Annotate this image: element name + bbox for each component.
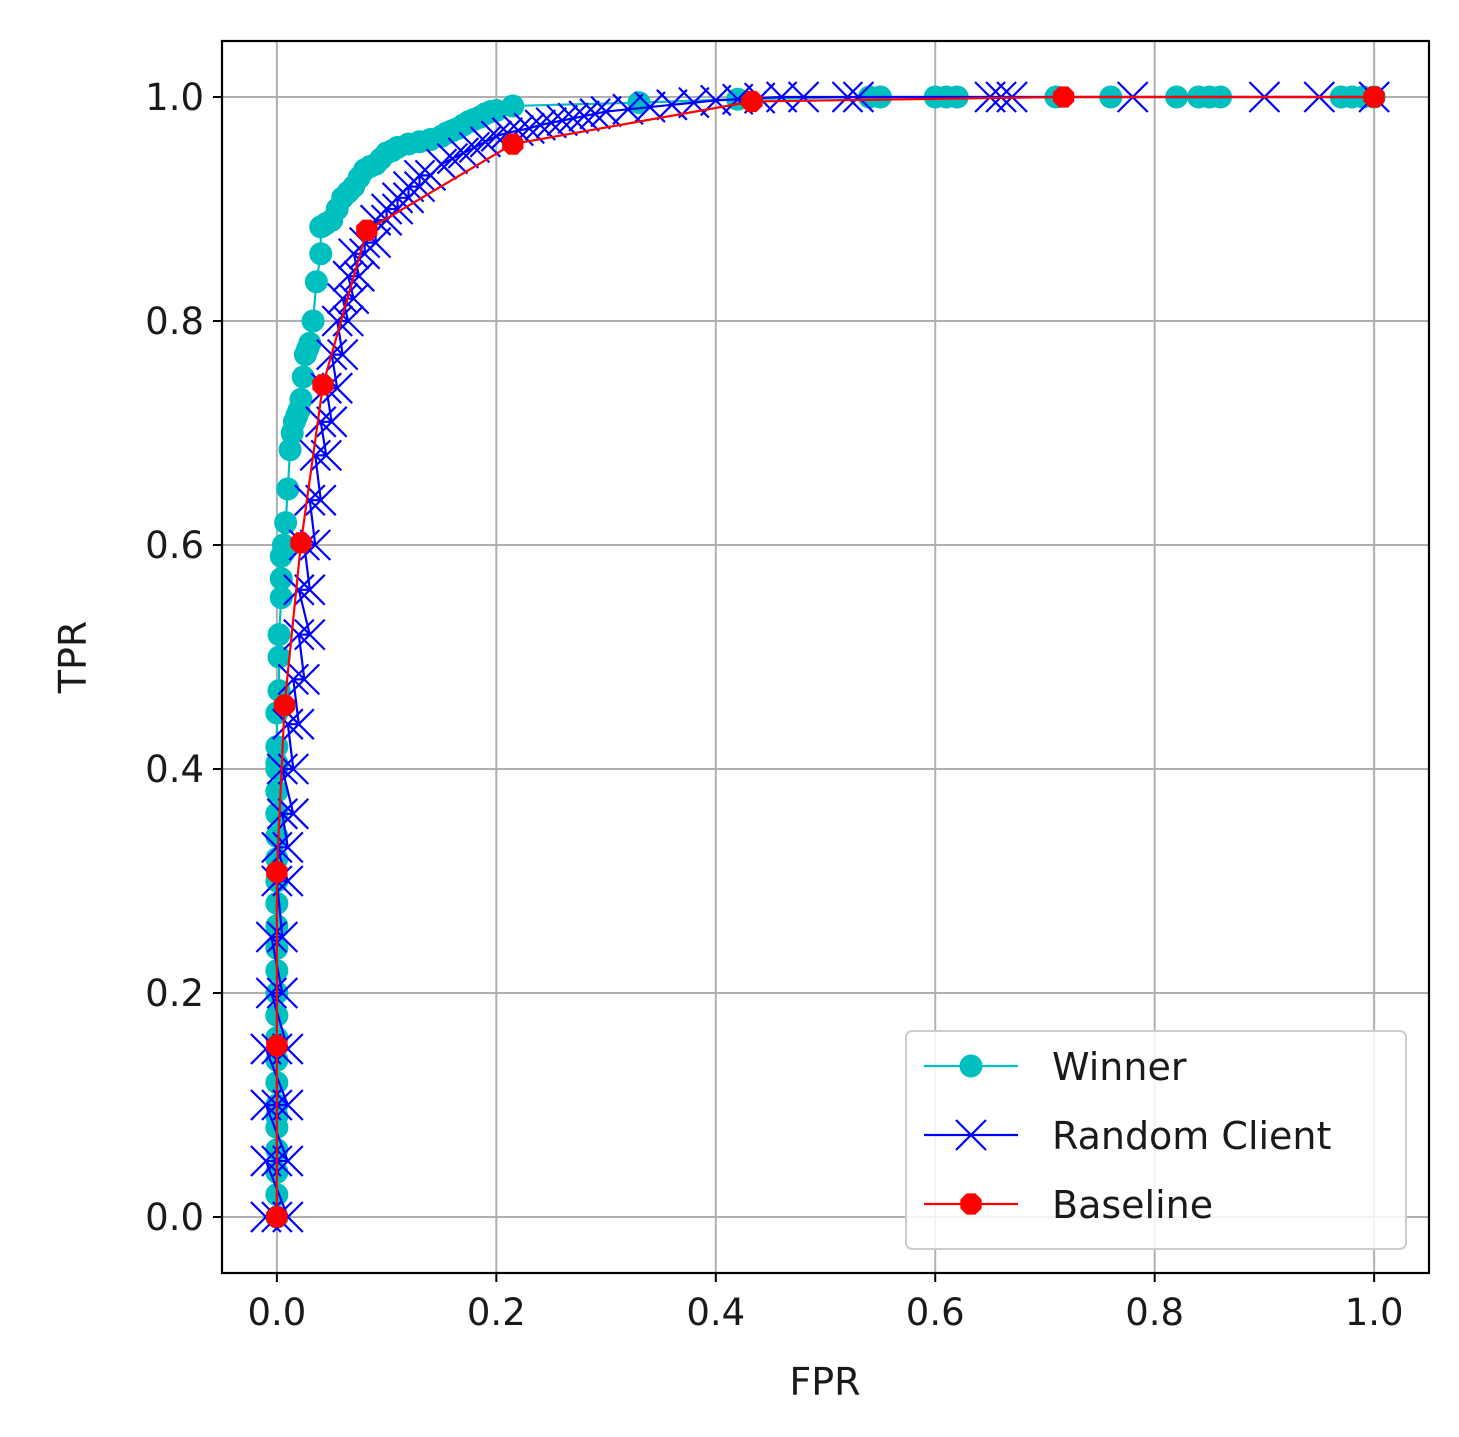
- point-random-client: [568, 100, 600, 132]
- point-random-client: [266, 921, 299, 953]
- y-tick-label: 0.2: [145, 972, 204, 1015]
- point-random-client: [787, 81, 820, 113]
- point-baseline: [312, 374, 334, 396]
- point-winner: [267, 623, 291, 647]
- point-random-client: [277, 798, 310, 830]
- point-random-client: [765, 81, 798, 113]
- point-random-client: [326, 338, 359, 371]
- point-random-client: [255, 977, 288, 1009]
- point-random-client: [321, 305, 353, 337]
- y-tick-label: 0.4: [145, 748, 204, 791]
- point-winner: [289, 387, 313, 411]
- point-random-client: [842, 81, 875, 113]
- x-tick-label: 0.4: [686, 1291, 745, 1334]
- point-random-client: [261, 831, 293, 864]
- point-random-client: [436, 142, 469, 175]
- point-random-client: [469, 126, 502, 158]
- point-winner: [301, 309, 325, 333]
- point-random-client: [546, 104, 578, 137]
- point-random-client: [332, 260, 364, 292]
- point-random-client: [579, 98, 611, 130]
- point-random-client: [831, 81, 864, 113]
- point-random-client: [288, 663, 321, 696]
- point-random-client: [403, 159, 436, 192]
- point-random-client: [272, 708, 304, 740]
- legend-item-winner: Winner: [924, 1045, 1187, 1089]
- point-winner: [276, 477, 300, 501]
- point-random-client: [310, 439, 343, 472]
- point-random-client: [266, 798, 299, 830]
- legend: Winner Random Client Baseline: [905, 1030, 1407, 1250]
- legend-marker-random-client: [955, 1119, 987, 1151]
- point-winner: [501, 94, 525, 118]
- y-axis-label: TPR: [51, 621, 95, 695]
- point-baseline: [502, 133, 524, 155]
- point-winner: [304, 270, 328, 294]
- legend-label-random-client: Random Client: [1052, 1114, 1331, 1158]
- legend-marker-winner: [959, 1054, 983, 1078]
- plot-area: [250, 81, 1390, 1233]
- point-baseline: [1363, 86, 1385, 108]
- axes-frame: [220, 39, 1431, 1275]
- point-random-client: [299, 439, 332, 472]
- point-random-client: [294, 484, 326, 516]
- point-winner: [274, 511, 298, 535]
- point-winner: [298, 331, 322, 355]
- point-random-client: [294, 618, 326, 651]
- point-baseline: [266, 1034, 288, 1057]
- point-winner: [291, 365, 315, 389]
- x-axis-label: FPR: [789, 1360, 860, 1404]
- legend-marker-baseline: [960, 1193, 982, 1215]
- point-random-client: [283, 574, 315, 606]
- x-tick-label: 1.0: [1345, 1291, 1404, 1334]
- y-tick-label: 1.0: [145, 76, 204, 119]
- x-tick-label: 0.6: [906, 1291, 965, 1334]
- grid: [222, 41, 1429, 1273]
- point-random-client: [294, 574, 326, 606]
- point-random-client: [255, 921, 288, 953]
- point-random-client: [277, 753, 310, 785]
- point-random-client: [326, 282, 359, 315]
- x-tick-label: 0.8: [1125, 1291, 1184, 1334]
- point-random-client: [283, 618, 315, 651]
- point-random-client: [304, 484, 337, 516]
- point-baseline: [741, 90, 763, 113]
- point-baseline: [356, 219, 378, 241]
- point-random-client: [447, 137, 480, 169]
- point-random-client: [277, 663, 310, 696]
- point-baseline: [1052, 86, 1075, 108]
- x-tick-label: 0.2: [467, 1291, 526, 1334]
- legend-label-winner: Winner: [1052, 1045, 1187, 1089]
- point-baseline: [290, 532, 312, 554]
- point-baseline: [266, 861, 288, 883]
- point-random-client: [425, 148, 458, 180]
- point-random-client: [315, 406, 348, 438]
- y-tick-label: 0.0: [145, 1196, 204, 1239]
- point-random-client: [524, 109, 556, 141]
- point-random-client: [458, 131, 491, 164]
- legend-item-random-client: Random Client: [924, 1114, 1331, 1158]
- x-tick-label: 0.0: [247, 1291, 306, 1334]
- y-tick-label: 0.8: [145, 300, 204, 343]
- point-random-client: [343, 260, 375, 292]
- point-winner: [309, 242, 333, 266]
- point-baseline: [273, 694, 296, 716]
- series-baseline: [266, 86, 1385, 1228]
- legend-item-baseline: Baseline: [924, 1183, 1213, 1227]
- y-tick-label: 0.6: [145, 524, 204, 567]
- legend-box: [905, 1030, 1407, 1250]
- point-random-client: [535, 106, 567, 139]
- point-random-client: [557, 102, 589, 135]
- point-random-client: [266, 977, 299, 1009]
- point-random-client: [304, 406, 337, 438]
- legend-label-baseline: Baseline: [1052, 1183, 1213, 1227]
- ticks: 0.0 0.2 0.4 0.6 0.8 1.0 0.0 0.2 0.4 0.6 0.8 1.0: [145, 76, 1403, 1334]
- point-baseline: [266, 1206, 288, 1228]
